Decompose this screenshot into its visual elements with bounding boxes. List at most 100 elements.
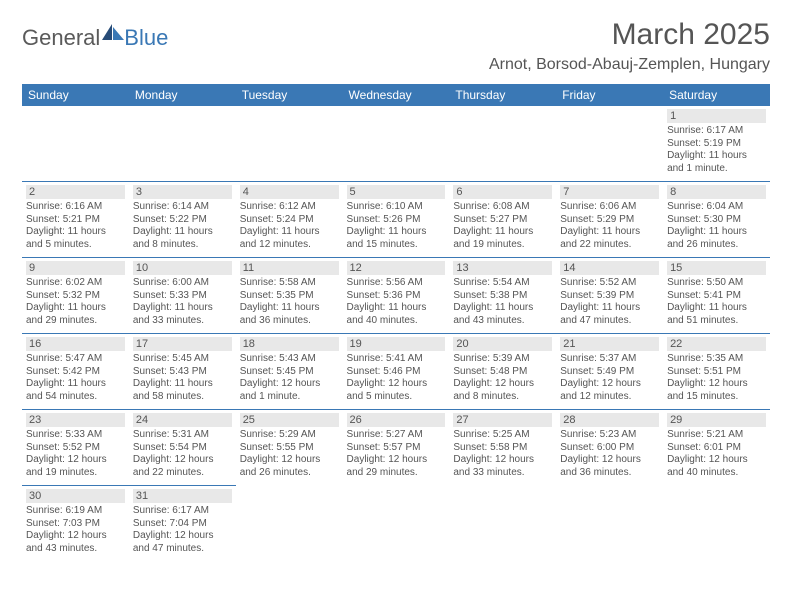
day-number: 31 <box>133 489 232 503</box>
daylight-text: Daylight: 11 hours <box>133 378 232 391</box>
calendar-cell: 23Sunrise: 5:33 AMSunset: 5:52 PMDayligh… <box>22 410 129 486</box>
daylight-text: Daylight: 12 hours <box>347 454 446 467</box>
daylight-text: and 19 minutes. <box>453 239 552 252</box>
sunrise-text: Sunrise: 6:17 AM <box>133 505 232 518</box>
calendar-cell <box>129 106 236 182</box>
sunrise-text: Sunrise: 5:31 AM <box>133 429 232 442</box>
daylight-text: Daylight: 12 hours <box>667 454 766 467</box>
calendar-cell: 1Sunrise: 6:17 AMSunset: 5:19 PMDaylight… <box>663 106 770 182</box>
sunset-text: Sunset: 5:49 PM <box>560 366 659 379</box>
sunrise-text: Sunrise: 5:41 AM <box>347 353 446 366</box>
day-number: 5 <box>347 185 446 199</box>
daylight-text: and 26 minutes. <box>240 467 339 480</box>
daylight-text: and 54 minutes. <box>26 391 125 404</box>
calendar-cell: 31Sunrise: 6:17 AMSunset: 7:04 PMDayligh… <box>129 486 236 562</box>
daylight-text: Daylight: 11 hours <box>560 226 659 239</box>
calendar-cell <box>449 106 556 182</box>
calendar-week: 2Sunrise: 6:16 AMSunset: 5:21 PMDaylight… <box>22 182 770 258</box>
day-number: 6 <box>453 185 552 199</box>
calendar-cell: 8Sunrise: 6:04 AMSunset: 5:30 PMDaylight… <box>663 182 770 258</box>
daylight-text: Daylight: 11 hours <box>453 302 552 315</box>
calendar-week: 23Sunrise: 5:33 AMSunset: 5:52 PMDayligh… <box>22 410 770 486</box>
daylight-text: and 40 minutes. <box>347 315 446 328</box>
day-number: 24 <box>133 413 232 427</box>
day-number: 17 <box>133 337 232 351</box>
daylight-text: Daylight: 11 hours <box>133 302 232 315</box>
daylight-text: Daylight: 12 hours <box>240 378 339 391</box>
day-number: 19 <box>347 337 446 351</box>
daylight-text: and 58 minutes. <box>133 391 232 404</box>
daylight-text: Daylight: 11 hours <box>667 226 766 239</box>
sunrise-text: Sunrise: 6:10 AM <box>347 201 446 214</box>
sunrise-text: Sunrise: 5:39 AM <box>453 353 552 366</box>
daylight-text: Daylight: 11 hours <box>240 226 339 239</box>
daylight-text: and 29 minutes. <box>26 315 125 328</box>
page-title: March 2025 <box>489 18 770 52</box>
calendar-cell: 16Sunrise: 5:47 AMSunset: 5:42 PMDayligh… <box>22 334 129 410</box>
daylight-text: Daylight: 12 hours <box>560 454 659 467</box>
calendar-cell <box>236 106 343 182</box>
calendar-cell: 30Sunrise: 6:19 AMSunset: 7:03 PMDayligh… <box>22 486 129 562</box>
calendar-week: 1Sunrise: 6:17 AMSunset: 5:19 PMDaylight… <box>22 106 770 182</box>
calendar-cell: 26Sunrise: 5:27 AMSunset: 5:57 PMDayligh… <box>343 410 450 486</box>
day-number: 12 <box>347 261 446 275</box>
daylight-text: and 33 minutes. <box>453 467 552 480</box>
calendar-cell: 18Sunrise: 5:43 AMSunset: 5:45 PMDayligh… <box>236 334 343 410</box>
sunset-text: Sunset: 5:41 PM <box>667 290 766 303</box>
calendar-cell: 6Sunrise: 6:08 AMSunset: 5:27 PMDaylight… <box>449 182 556 258</box>
sunrise-text: Sunrise: 6:12 AM <box>240 201 339 214</box>
day-number: 23 <box>26 413 125 427</box>
day-header: Monday <box>129 84 236 106</box>
sunrise-text: Sunrise: 5:37 AM <box>560 353 659 366</box>
sunrise-text: Sunrise: 6:02 AM <box>26 277 125 290</box>
calendar-table: SundayMondayTuesdayWednesdayThursdayFrid… <box>22 84 770 561</box>
calendar-cell: 12Sunrise: 5:56 AMSunset: 5:36 PMDayligh… <box>343 258 450 334</box>
sunset-text: Sunset: 5:32 PM <box>26 290 125 303</box>
sunset-text: Sunset: 5:58 PM <box>453 442 552 455</box>
day-number: 2 <box>26 185 125 199</box>
sunset-text: Sunset: 5:57 PM <box>347 442 446 455</box>
day-header: Wednesday <box>343 84 450 106</box>
sunrise-text: Sunrise: 5:50 AM <box>667 277 766 290</box>
header: General Blue March 2025 Arnot, Borsod-Ab… <box>22 18 770 74</box>
daylight-text: and 8 minutes. <box>133 239 232 252</box>
sunset-text: Sunset: 5:38 PM <box>453 290 552 303</box>
logo: General Blue <box>22 24 168 51</box>
sunrise-text: Sunrise: 5:33 AM <box>26 429 125 442</box>
daylight-text: and 43 minutes. <box>453 315 552 328</box>
daylight-text: and 40 minutes. <box>667 467 766 480</box>
calendar-cell: 14Sunrise: 5:52 AMSunset: 5:39 PMDayligh… <box>556 258 663 334</box>
sunset-text: Sunset: 5:42 PM <box>26 366 125 379</box>
daylight-text: and 15 minutes. <box>667 391 766 404</box>
daylight-text: and 12 minutes. <box>560 391 659 404</box>
sunrise-text: Sunrise: 5:58 AM <box>240 277 339 290</box>
day-header: Sunday <box>22 84 129 106</box>
day-number: 8 <box>667 185 766 199</box>
daylight-text: Daylight: 11 hours <box>667 302 766 315</box>
calendar-cell: 24Sunrise: 5:31 AMSunset: 5:54 PMDayligh… <box>129 410 236 486</box>
sunrise-text: Sunrise: 5:27 AM <box>347 429 446 442</box>
sunrise-text: Sunrise: 5:52 AM <box>560 277 659 290</box>
daylight-text: Daylight: 12 hours <box>453 378 552 391</box>
calendar-week: 16Sunrise: 5:47 AMSunset: 5:42 PMDayligh… <box>22 334 770 410</box>
sunset-text: Sunset: 5:30 PM <box>667 214 766 227</box>
sunset-text: Sunset: 5:26 PM <box>347 214 446 227</box>
day-header: Friday <box>556 84 663 106</box>
calendar-cell <box>449 486 556 562</box>
day-number: 21 <box>560 337 659 351</box>
daylight-text: and 26 minutes. <box>667 239 766 252</box>
sunrise-text: Sunrise: 5:47 AM <box>26 353 125 366</box>
daylight-text: and 29 minutes. <box>347 467 446 480</box>
calendar-cell <box>22 106 129 182</box>
sunset-text: Sunset: 5:55 PM <box>240 442 339 455</box>
title-block: March 2025 Arnot, Borsod-Abauj-Zemplen, … <box>489 18 770 74</box>
calendar-cell: 19Sunrise: 5:41 AMSunset: 5:46 PMDayligh… <box>343 334 450 410</box>
sunset-text: Sunset: 6:01 PM <box>667 442 766 455</box>
calendar-week: 30Sunrise: 6:19 AMSunset: 7:03 PMDayligh… <box>22 486 770 562</box>
sunrise-text: Sunrise: 5:25 AM <box>453 429 552 442</box>
daylight-text: and 19 minutes. <box>26 467 125 480</box>
daylight-text: and 12 minutes. <box>240 239 339 252</box>
calendar-cell: 27Sunrise: 5:25 AMSunset: 5:58 PMDayligh… <box>449 410 556 486</box>
daylight-text: Daylight: 11 hours <box>26 302 125 315</box>
day-number: 28 <box>560 413 659 427</box>
